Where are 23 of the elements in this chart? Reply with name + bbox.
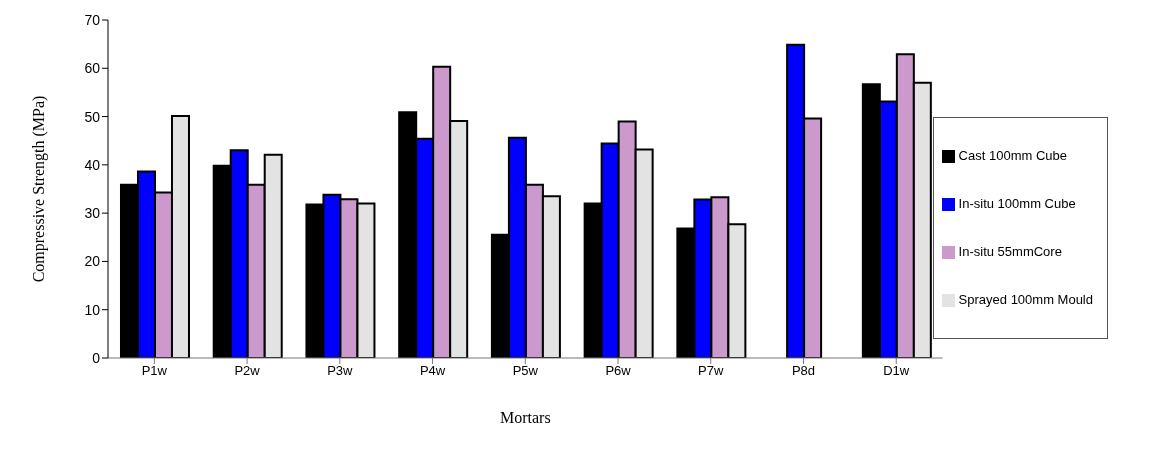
legend-label: Cast 100mm Cube (958, 148, 1067, 163)
x-tick-label: P7w (698, 363, 725, 379)
x-tick-label: P8d (791, 363, 816, 379)
x-tick-label: D1w (883, 363, 910, 379)
legend-label: Sprayed 100mm Mould (958, 292, 1093, 307)
legend-label: In-situ 55mmCore (958, 244, 1062, 259)
y-tick-label: 60 (84, 60, 101, 77)
legend-label: In-situ 100mm Cube (958, 196, 1076, 211)
x-tick-label: P4w (419, 363, 446, 379)
y-tick-label: 70 (84, 11, 101, 28)
y-tick-label: 10 (84, 301, 101, 318)
x-tick-label: P3w (327, 363, 354, 379)
x-tick-label: P5w (512, 363, 539, 379)
y-axis-title: Compressive Strength (MPa) (29, 95, 48, 283)
x-axis-title: Mortars (499, 409, 551, 426)
x-tick-label: P6w (605, 363, 632, 379)
y-tick-label: 50 (84, 108, 101, 125)
x-tick-label: P1w (141, 363, 168, 379)
x-tick-label: P2w (234, 363, 261, 379)
y-tick-label: 0 (92, 349, 101, 366)
y-tick-label: 40 (84, 156, 101, 173)
y-tick-label: 30 (84, 205, 101, 222)
y-tick-label: 20 (84, 253, 101, 270)
